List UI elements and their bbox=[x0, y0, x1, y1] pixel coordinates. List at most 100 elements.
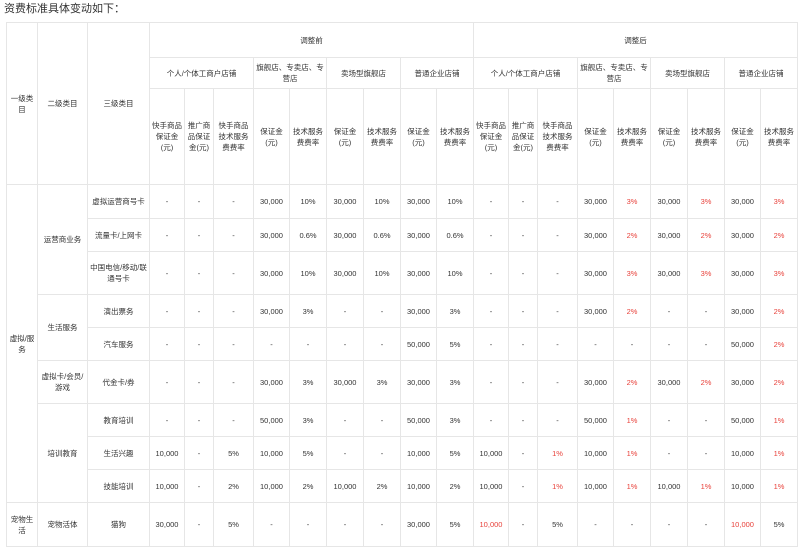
after-value-cell: - bbox=[687, 327, 725, 361]
before-value-cell: - bbox=[149, 294, 185, 328]
subheader-before-5: 保证金(元) bbox=[326, 88, 364, 185]
subheader-after-6: 技术服务费费率 bbox=[687, 88, 725, 185]
after-value-cell: - bbox=[537, 403, 578, 437]
level3-cell: 生活兴趣 bbox=[87, 436, 150, 470]
after-value-cell: 2% bbox=[687, 360, 725, 404]
before-value-cell: 5% bbox=[436, 436, 474, 470]
level3-cell: 流量卡/上网卡 bbox=[87, 218, 150, 252]
before-value-cell: - bbox=[184, 184, 214, 219]
before-value-cell: 2% bbox=[436, 469, 474, 503]
after-value-cell: - bbox=[508, 251, 538, 295]
after-value-cell: 50,000 bbox=[724, 403, 761, 437]
before-value-cell: 30,000 bbox=[400, 294, 437, 328]
subheader-after-0: 快手商品保证金(元) bbox=[473, 88, 509, 185]
after-value-cell: - bbox=[473, 327, 509, 361]
after-value-cell: - bbox=[508, 184, 538, 219]
subheader-before-2: 快手商品技术服务费费率 bbox=[213, 88, 254, 185]
before-value-cell: 30,000 bbox=[400, 360, 437, 404]
after-value-cell: 30,000 bbox=[724, 184, 761, 219]
after-value-cell: - bbox=[473, 251, 509, 295]
level3-cell: 代金卡/券 bbox=[87, 360, 150, 404]
level3-cell: 教育培训 bbox=[87, 403, 150, 437]
after-value-cell: 10,000 bbox=[577, 436, 614, 470]
table-row: 技能培训 10,000-2% 10,000 2% 10,000 2% 10,000 2% 10,… bbox=[7, 469, 798, 503]
before-value-cell: 30,000 bbox=[400, 184, 437, 219]
after-value-cell: 2% bbox=[613, 360, 651, 404]
after-value-cell: 10,000 bbox=[724, 469, 761, 503]
before-value-cell: 10,000 bbox=[400, 436, 437, 470]
level2-cell: 宠物活体 bbox=[37, 502, 88, 547]
after-value-cell: - bbox=[537, 218, 578, 252]
after-value-cell: - bbox=[473, 184, 509, 219]
after-value-cell: 30,000 bbox=[724, 251, 761, 295]
header-level3: 三级类目 bbox=[87, 22, 150, 185]
before-value-cell: 2% bbox=[213, 469, 254, 503]
before-value-cell: - bbox=[184, 403, 214, 437]
before-value-cell: 5% bbox=[436, 502, 474, 547]
before-value-cell: - bbox=[184, 469, 214, 503]
before-value-cell: 10% bbox=[436, 184, 474, 219]
header-before: 调整前 bbox=[149, 22, 474, 58]
before-value-cell: - bbox=[213, 403, 254, 437]
before-value-cell: 30,000 bbox=[253, 218, 290, 252]
before-value-cell: - bbox=[326, 294, 364, 328]
before-value-cell: 10% bbox=[289, 184, 327, 219]
level2-cell: 培训教育 bbox=[37, 403, 88, 503]
after-value-cell: - bbox=[687, 436, 725, 470]
after-value-cell: - bbox=[650, 502, 688, 547]
after-value-cell: - bbox=[650, 327, 688, 361]
after-value-cell: 1% bbox=[537, 469, 578, 503]
after-value-cell: 1% bbox=[613, 436, 651, 470]
after-value-cell: 2% bbox=[760, 360, 798, 404]
group-personal-after: 个人/个体工商户店铺 bbox=[473, 57, 578, 89]
before-value-cell: - bbox=[213, 251, 254, 295]
after-value-cell: 2% bbox=[613, 294, 651, 328]
after-value-cell: 3% bbox=[613, 184, 651, 219]
subheader-after-2: 快手商品技术服务费费率 bbox=[537, 88, 578, 185]
after-value-cell: 3% bbox=[687, 184, 725, 219]
after-value-cell: 30,000 bbox=[650, 360, 688, 404]
subheader-after-4: 技术服务费费率 bbox=[613, 88, 651, 185]
before-value-cell: 3% bbox=[363, 360, 401, 404]
before-value-cell: 2% bbox=[289, 469, 327, 503]
before-value-cell: - bbox=[363, 294, 401, 328]
after-value-cell: 30,000 bbox=[577, 251, 614, 295]
level3-cell: 猫狗 bbox=[87, 502, 150, 547]
before-value-cell: - bbox=[213, 360, 254, 404]
before-value-cell: - bbox=[184, 327, 214, 361]
subheader-before-8: 技术服务费费率 bbox=[436, 88, 474, 185]
before-value-cell: - bbox=[149, 360, 185, 404]
after-value-cell: - bbox=[577, 502, 614, 547]
after-value-cell: - bbox=[508, 360, 538, 404]
level3-cell: 技能培训 bbox=[87, 469, 150, 503]
before-value-cell: 30,000 bbox=[326, 184, 364, 219]
after-value-cell: 3% bbox=[760, 251, 798, 295]
after-value-cell: - bbox=[537, 327, 578, 361]
before-value-cell: 30,000 bbox=[400, 251, 437, 295]
level2-cell: 运营商业务 bbox=[37, 184, 88, 295]
before-value-cell: 50,000 bbox=[400, 327, 437, 361]
header-level2: 二级类目 bbox=[37, 22, 88, 185]
before-value-cell: 10% bbox=[363, 251, 401, 295]
level1-cell: 虚拟/服务 bbox=[6, 184, 38, 503]
after-value-cell: 1% bbox=[537, 436, 578, 470]
after-value-cell: 10,000 bbox=[473, 436, 509, 470]
before-value-cell: - bbox=[326, 403, 364, 437]
before-value-cell: 10,000 bbox=[149, 436, 185, 470]
after-value-cell: - bbox=[650, 294, 688, 328]
before-value-cell: 30,000 bbox=[149, 502, 185, 547]
before-value-cell: 10,000 bbox=[253, 469, 290, 503]
subheader-after-7: 保证金(元) bbox=[724, 88, 761, 185]
before-value-cell: 2% bbox=[363, 469, 401, 503]
before-value-cell: - bbox=[184, 251, 214, 295]
before-value-cell: - bbox=[363, 436, 401, 470]
subheader-before-4: 技术服务费费率 bbox=[289, 88, 327, 185]
after-value-cell: 30,000 bbox=[577, 218, 614, 252]
before-value-cell: 10,000 bbox=[149, 469, 185, 503]
after-value-cell: 1% bbox=[613, 469, 651, 503]
after-value-cell: 1% bbox=[760, 469, 798, 503]
after-value-cell: 50,000 bbox=[577, 403, 614, 437]
before-value-cell: 50,000 bbox=[253, 403, 290, 437]
subheader-before-7: 保证金(元) bbox=[400, 88, 437, 185]
before-value-cell: 0.6% bbox=[289, 218, 327, 252]
